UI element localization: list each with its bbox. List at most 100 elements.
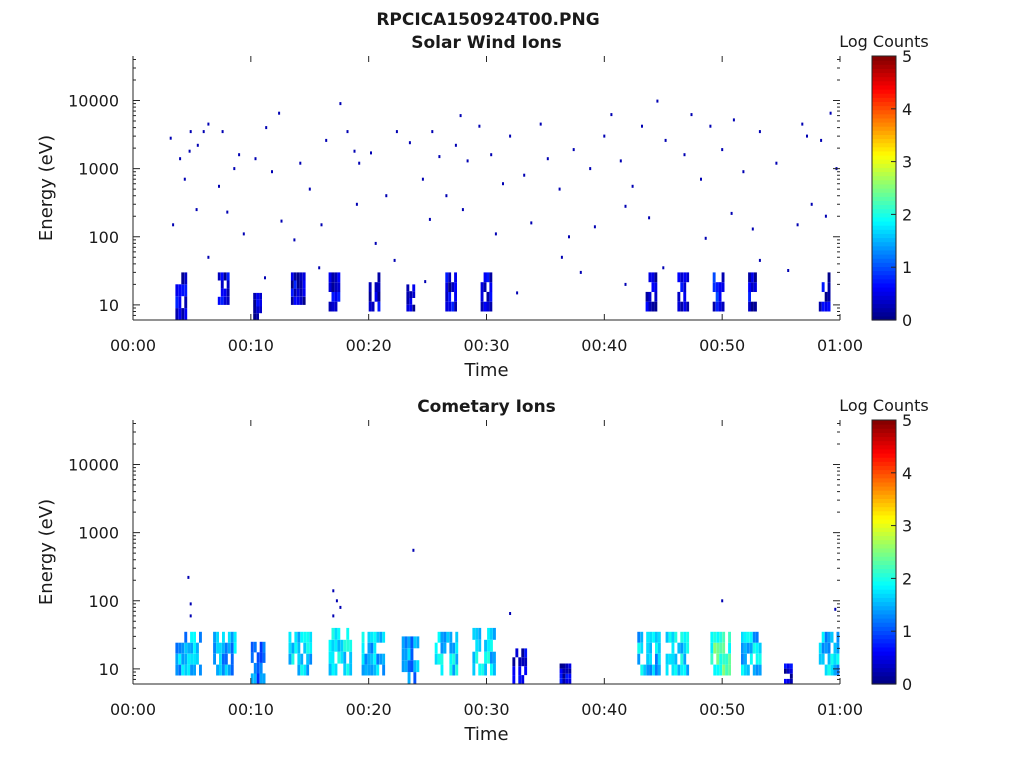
- spectrogram-cell: [175, 308, 179, 320]
- spectrogram-cell: [487, 639, 490, 652]
- spectrogram-cell: [674, 664, 678, 676]
- colorbar-frame: [871, 55, 897, 321]
- colorbar-segment: [872, 663, 896, 669]
- count-point: [610, 113, 613, 117]
- colorbar-tick-label: 2: [902, 569, 912, 588]
- spectrogram-cell: [448, 272, 452, 283]
- spectrogram-cell: [683, 642, 687, 654]
- spectrogram-cell: [716, 664, 720, 676]
- colorbar-segment: [872, 626, 896, 631]
- spectrogram-cell: [789, 668, 793, 674]
- spectrogram-cell: [222, 642, 225, 654]
- colorbar-label: Log Counts: [839, 396, 929, 415]
- colorbar-frame: [871, 419, 897, 685]
- spectrogram-cell: [337, 627, 341, 640]
- colorbar-segment: [872, 444, 896, 450]
- colorbar-segment: [872, 295, 896, 300]
- spectrogram-cell: [559, 668, 563, 674]
- spectrogram-cell: [220, 272, 224, 281]
- spectrogram-cell: [193, 653, 196, 665]
- spectrogram-cell: [227, 642, 231, 654]
- figure-title: RPCICA150924T00.PNG: [376, 10, 599, 30]
- spectrogram-cell: [741, 631, 744, 643]
- count-point: [226, 210, 229, 214]
- spectrogram-cell: [300, 664, 304, 676]
- count-point: [346, 130, 349, 134]
- colorbar-segment: [872, 560, 896, 565]
- count-point: [195, 208, 198, 212]
- colorbar-segment: [872, 200, 896, 206]
- count-point: [238, 153, 241, 157]
- colorbar-segment: [872, 420, 896, 425]
- spectrogram-cell: [184, 642, 188, 654]
- count-point: [662, 266, 665, 270]
- spectrogram-cell: [220, 280, 224, 289]
- spectrogram-cell: [484, 651, 487, 664]
- colorbar-segment: [872, 634, 896, 640]
- spectrogram-cell: [452, 653, 456, 665]
- count-point: [242, 232, 245, 236]
- spectrogram-cell: [184, 631, 188, 643]
- colorbar-segment: [872, 486, 896, 491]
- count-point: [183, 177, 186, 181]
- spectrogram-cell: [448, 291, 452, 302]
- spectrogram-cell: [184, 664, 188, 676]
- spectrogram-cell: [683, 282, 687, 292]
- y-axis-label: Energy (eV): [36, 135, 57, 241]
- spectrogram-cell: [256, 673, 260, 684]
- spectrogram-cell: [306, 642, 310, 654]
- spectrogram-cell: [486, 301, 490, 312]
- spectrogram-cell: [337, 282, 341, 292]
- spectrogram-cell: [712, 272, 716, 283]
- spectrogram-cell: [680, 282, 684, 292]
- colorbar-segment: [872, 457, 896, 462]
- spectrogram-cell: [328, 639, 332, 652]
- colorbar-segment: [872, 424, 896, 429]
- spectrogram-cell: [440, 653, 444, 665]
- spectrogram-cell: [334, 639, 338, 652]
- spectrogram-cell: [665, 631, 669, 643]
- count-point: [820, 138, 823, 142]
- colorbar-label: Log Counts: [839, 32, 929, 51]
- spectrogram-cell: [253, 313, 257, 320]
- colorbar-segment: [872, 315, 896, 321]
- spectrogram-cell: [382, 664, 386, 676]
- spectrogram-cell: [379, 653, 383, 665]
- spectrogram-cell: [493, 663, 496, 676]
- colorbar-segment: [872, 93, 896, 98]
- spectrogram-cell: [818, 301, 822, 312]
- colorbar-segment: [872, 117, 896, 123]
- spectrogram-cell: [406, 297, 410, 305]
- colorbar-segment: [872, 142, 896, 148]
- colorbar-segment: [872, 498, 896, 504]
- spectrogram-cell: [370, 642, 374, 654]
- spectrogram-cell: [827, 631, 831, 643]
- spectrogram-cell: [222, 664, 225, 676]
- colorbar-segment: [872, 138, 896, 144]
- spectrogram-cell: [836, 653, 840, 665]
- spectrogram-cell: [445, 301, 449, 312]
- spectrogram-cell: [649, 664, 652, 676]
- spectrogram-cell: [256, 292, 259, 300]
- spectrogram-cell: [259, 652, 263, 663]
- spectrogram-cell: [216, 631, 219, 643]
- spectrogram-cell: [455, 631, 459, 643]
- spectrogram-cell: [452, 664, 456, 676]
- spectrogram-cell: [454, 272, 457, 283]
- spectrogram-cell: [296, 272, 300, 281]
- spectrogram-cell: [652, 664, 655, 676]
- y-tick-label: 10000: [68, 456, 119, 475]
- colorbar-segment: [872, 469, 896, 475]
- count-point: [339, 102, 342, 106]
- count-point: [308, 187, 311, 191]
- y-tick-label: 10000: [68, 92, 119, 111]
- count-point: [339, 605, 342, 609]
- colorbar-segment: [872, 101, 896, 107]
- spectrogram-cell: [484, 663, 487, 676]
- colorbar-segment: [872, 428, 896, 433]
- spectrogram-cell: [413, 660, 417, 673]
- count-point: [280, 219, 283, 223]
- spectrogram-cell: [291, 653, 295, 665]
- spectrogram-cell: [722, 642, 726, 654]
